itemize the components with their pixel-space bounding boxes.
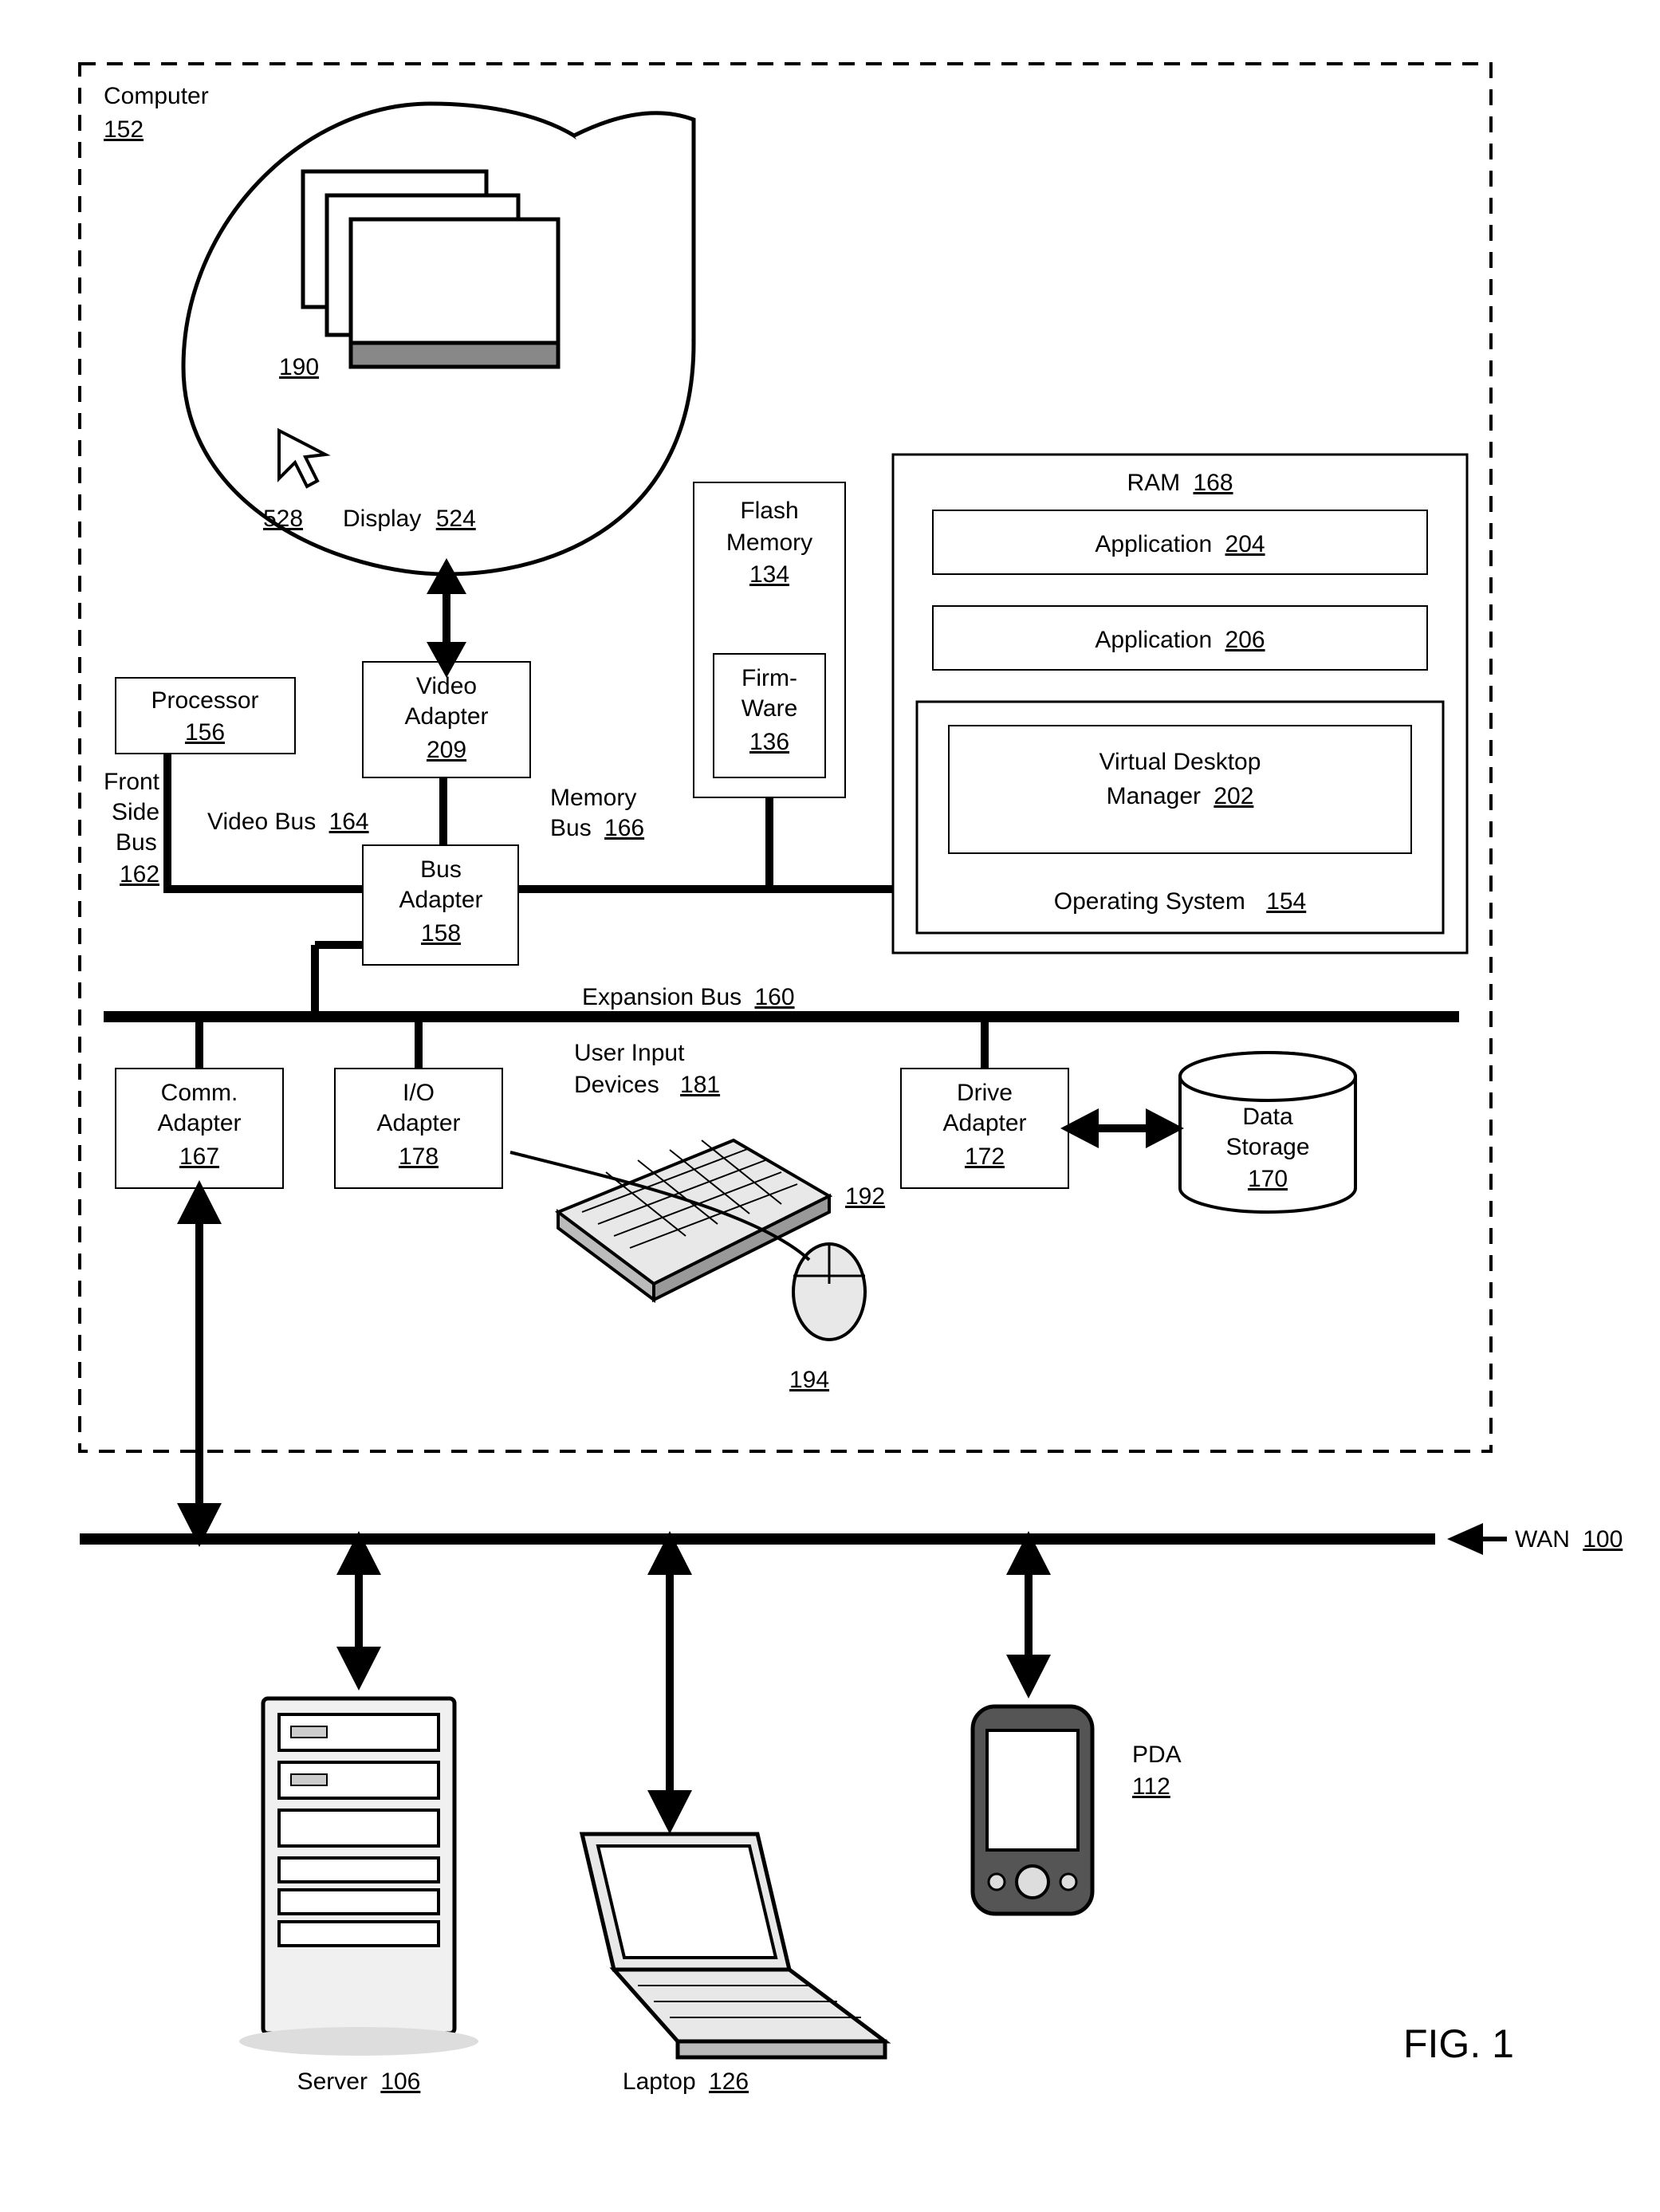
ram-label: RAM 168 bbox=[1127, 470, 1233, 496]
bus-adapter-exp-conn bbox=[315, 945, 363, 1017]
os-label: Operating System 154 bbox=[1054, 888, 1307, 915]
fsb-label-3: Bus bbox=[116, 829, 157, 856]
wan-label: WAN 100 bbox=[1515, 1526, 1623, 1553]
vdm-label-2: Manager 202 bbox=[1107, 783, 1254, 809]
display: 190 528 Display 524 bbox=[183, 104, 694, 574]
pda-icon bbox=[973, 1706, 1092, 1914]
io-adapter-label-1: I/O bbox=[403, 1080, 435, 1106]
data-storage-label-2: Storage bbox=[1225, 1134, 1309, 1160]
firmware-label-1: Firm- bbox=[741, 665, 797, 691]
fsb-ref: 162 bbox=[120, 861, 159, 888]
fsb-label-2: Side bbox=[112, 799, 159, 825]
ram-app1-label: Application 204 bbox=[1095, 531, 1265, 557]
keyboard-ref: 192 bbox=[845, 1183, 885, 1210]
flash-ref: 134 bbox=[749, 561, 789, 588]
data-storage-ref: 170 bbox=[1248, 1166, 1288, 1192]
server-icon bbox=[239, 1698, 478, 2056]
drive-adapter-label-2: Adapter bbox=[942, 1110, 1026, 1136]
comm-wan-conn bbox=[177, 1180, 222, 1547]
firmware-label-2: Ware bbox=[741, 695, 798, 722]
fsb-label-1: Front bbox=[104, 769, 160, 795]
comm-adapter-ref: 167 bbox=[179, 1143, 219, 1170]
data-storage-label-1: Data bbox=[1242, 1104, 1293, 1130]
pda-ref: 112 bbox=[1132, 1773, 1170, 1800]
memory-bus-label-1: Memory bbox=[550, 785, 636, 811]
flash-label-2: Memory bbox=[726, 529, 812, 556]
video-bus-label: Video Bus 164 bbox=[207, 809, 369, 835]
mouse-ref: 194 bbox=[789, 1367, 829, 1393]
video-adapter-label-2: Adapter bbox=[404, 703, 488, 730]
drive-adapter-ref: 172 bbox=[965, 1143, 1005, 1170]
keyboard-icon bbox=[558, 1140, 829, 1300]
server-label: Server 106 bbox=[297, 2068, 421, 2095]
io-adapter-label-2: Adapter bbox=[376, 1110, 460, 1136]
comm-adapter-label-1: Comm. bbox=[161, 1080, 238, 1106]
processor-ref: 156 bbox=[185, 719, 225, 746]
cursor-ref: 528 bbox=[263, 506, 303, 532]
expansion-bus-label: Expansion Bus 160 bbox=[582, 984, 795, 1010]
server-wan-conn bbox=[336, 1531, 381, 1690]
bus-adapter-label-1: Bus bbox=[420, 856, 462, 883]
drive-adapter-label-1: Drive bbox=[957, 1080, 1013, 1106]
bus-adapter-label-2: Adapter bbox=[399, 887, 482, 913]
video-adapter-display-conn bbox=[427, 558, 466, 678]
video-adapter-ref: 209 bbox=[427, 737, 466, 763]
laptop-wan-conn bbox=[647, 1531, 692, 1834]
comm-adapter-label-2: Adapter bbox=[157, 1110, 241, 1136]
ram-app2-label: Application 206 bbox=[1095, 627, 1265, 653]
user-input-label-2: Devices 181 bbox=[574, 1072, 720, 1098]
firmware-ref: 136 bbox=[749, 729, 789, 755]
computer-ref: 152 bbox=[104, 116, 144, 143]
io-adapter-ref: 178 bbox=[399, 1143, 439, 1170]
vdm-label-1: Virtual Desktop bbox=[1099, 749, 1261, 775]
user-input-label-1: User Input bbox=[574, 1040, 685, 1066]
wan-pointer-icon bbox=[1447, 1523, 1507, 1555]
display-label: Display 524 bbox=[343, 506, 476, 532]
pda-label: PDA bbox=[1132, 1742, 1182, 1768]
pda-wan-conn bbox=[1006, 1531, 1051, 1698]
memory-bus-conn bbox=[518, 797, 893, 889]
drive-storage-conn bbox=[1060, 1108, 1184, 1148]
memory-bus-label-2: Bus 166 bbox=[550, 815, 644, 841]
figure-caption: FIG. 1 bbox=[1403, 2021, 1514, 2066]
flash-label-1: Flash bbox=[740, 498, 798, 524]
laptop-icon bbox=[582, 1834, 885, 2057]
mouse-icon bbox=[793, 1244, 865, 1340]
laptop-label: Laptop 126 bbox=[623, 2068, 749, 2095]
display-windows-ref: 190 bbox=[279, 354, 319, 380]
processor-label: Processor bbox=[151, 687, 258, 714]
bus-adapter-ref: 158 bbox=[421, 920, 461, 947]
computer-label: Computer bbox=[104, 83, 209, 109]
